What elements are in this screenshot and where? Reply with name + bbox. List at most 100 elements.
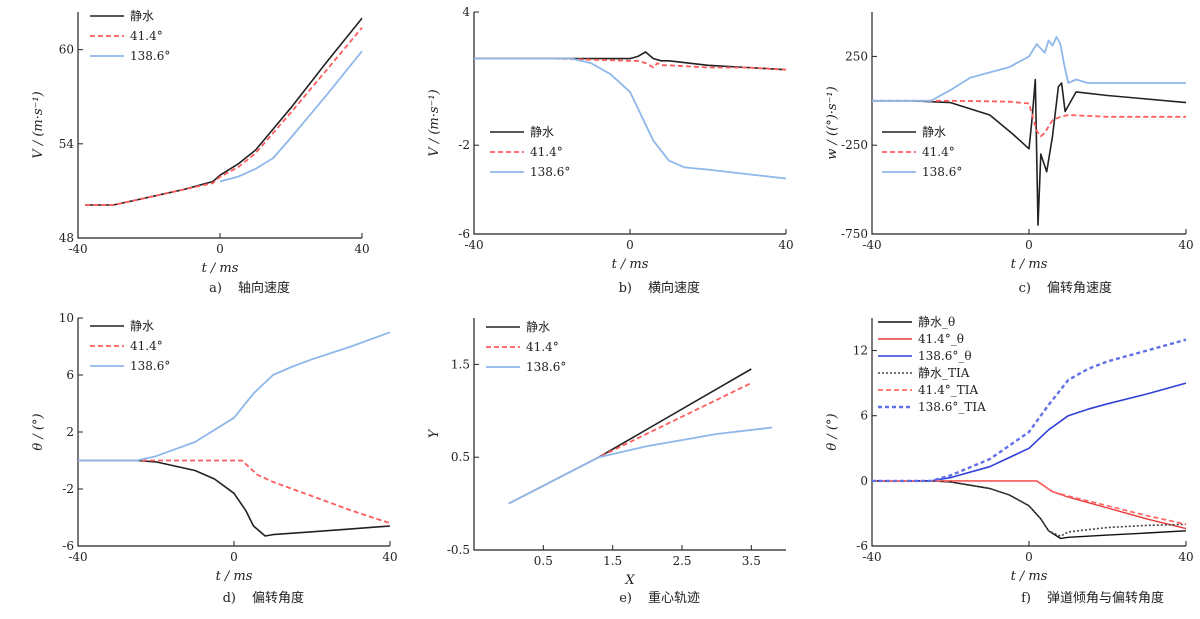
x-tick-label: 40	[382, 550, 397, 564]
x-tick-label: 0	[216, 242, 224, 256]
legend-label: 静水	[530, 125, 554, 139]
caption-text: 弹道倾角与偏转角度	[1047, 590, 1164, 606]
x-tick-label: -40	[862, 238, 881, 252]
caption-label: b)	[619, 281, 632, 296]
series-line-1	[85, 27, 363, 206]
y-axis-label: w / ((°)·s⁻¹)	[825, 86, 840, 159]
y-tick-label: -6	[856, 539, 868, 553]
axis-lines	[77, 318, 390, 547]
y-tick-label: 250	[845, 49, 868, 63]
y-tick-label: 0.5	[451, 450, 470, 464]
legend-label: 41.4°	[130, 29, 163, 43]
x-tick-label: -40	[68, 242, 87, 256]
series-line-0	[474, 51, 787, 71]
y-axis-label: Y	[427, 428, 442, 438]
x-tick-label: 0.5	[534, 554, 553, 568]
series-line-0	[78, 459, 391, 537]
chart-b: -40 0 40 -6 -2 4 t / ms V / (m·s⁻¹) 静水 41.4° 138.6…	[427, 5, 794, 296]
x-tick-label: 40	[1178, 238, 1193, 252]
series-line-2	[872, 36, 1186, 102]
y-tick-label: 6	[860, 409, 868, 423]
legend-label: 138.6°	[922, 165, 962, 179]
y-tick-label: 12	[853, 344, 868, 358]
series-line-2	[872, 382, 1187, 482]
chart-c: -40 0 40 -750 -250 250 t / ms w / ((°)·s⁻¹) 静水 41…	[825, 12, 1194, 296]
series-line-2	[78, 331, 391, 462]
axis-lines	[871, 12, 1186, 235]
x-tick-label: 0	[1025, 238, 1033, 252]
y-tick-label: -6	[458, 227, 470, 241]
y-tick-label: 54	[59, 137, 75, 151]
legend-label: 41.4°_θ	[918, 332, 964, 346]
caption-text: 偏转角速度	[1047, 280, 1112, 296]
axis-lines	[473, 318, 786, 551]
legend-label: 138.6°_θ	[918, 349, 972, 363]
series-line-1	[474, 57, 787, 71]
series-line-0	[872, 480, 1187, 540]
y-tick-label: -6	[62, 539, 74, 553]
y-tick-label: 10	[59, 311, 74, 325]
series-line-1	[78, 459, 391, 525]
x-axis-label: t / ms	[202, 261, 239, 276]
legend-label: 138.6°	[530, 165, 570, 179]
series-line-0	[872, 78, 1187, 226]
x-tick-label: 40	[778, 238, 793, 252]
chart-d: -40 0 40 -6 -2 2 6 10 t / ms θ / (°) 静水 41.4° 138.6°…	[31, 311, 398, 606]
legend-label: 41.4°	[530, 145, 563, 159]
legend-label: 静水	[922, 125, 946, 139]
caption-label: c)	[1019, 281, 1031, 296]
caption-text: 偏转角度	[252, 590, 304, 606]
y-tick-label: 6	[66, 368, 74, 382]
legend-label: 41.4°	[130, 339, 163, 353]
y-tick-label: -750	[841, 227, 868, 241]
y-tick-label: -250	[841, 138, 868, 152]
legend-label: 41.4°	[922, 145, 955, 159]
series-line-1	[872, 480, 1187, 530]
x-tick-label: 2.5	[672, 554, 691, 568]
series-line-1	[872, 99, 1186, 138]
x-tick-label: 40	[1178, 550, 1193, 564]
y-tick-label: -2	[62, 482, 74, 496]
chart-f: -40 0 40 -6 0 6 12 t / ms θ / (°) 静水_θ 41.4°_θ 138.…	[825, 315, 1194, 606]
legend-label: 静水	[526, 320, 550, 334]
y-tick-label: 2	[66, 425, 74, 439]
legend-label: 138.6°	[526, 360, 566, 374]
x-tick-label: 40	[354, 242, 369, 256]
legend-label: 静水	[130, 319, 154, 333]
legend-label: 静水_θ	[918, 315, 955, 329]
legend-label: 静水	[130, 9, 154, 23]
x-axis-label: t / ms	[612, 257, 649, 272]
y-axis-label: θ / (°)	[31, 413, 46, 450]
x-tick-label: 1.5	[603, 554, 622, 568]
legend-label: 静水_TIA	[918, 366, 970, 380]
x-axis-label: t / ms	[1011, 257, 1048, 272]
y-tick-label: -0.5	[447, 543, 470, 557]
axis-lines	[473, 12, 786, 235]
caption-label: e)	[619, 591, 632, 606]
caption-label: f)	[1021, 591, 1031, 606]
x-tick-label: 0	[626, 238, 634, 252]
y-axis-label: V / (m·s⁻¹)	[31, 91, 46, 158]
y-tick-label: 0	[860, 474, 868, 488]
x-axis-label: t / ms	[216, 569, 253, 584]
legend-label: 138.6°	[130, 359, 170, 373]
y-tick-label: -2	[458, 138, 470, 152]
x-tick-label: -40	[862, 550, 881, 564]
series-line-0	[508, 368, 752, 505]
x-tick-label: -40	[68, 550, 87, 564]
x-axis-label: X	[624, 573, 635, 588]
y-axis-label: V / (m·s⁻¹)	[427, 89, 442, 156]
caption-text: 重心轨迹	[648, 590, 700, 606]
legend-label: 138.6°_TIA	[918, 400, 986, 414]
series-line-4	[872, 479, 1187, 526]
x-tick-label: 0	[230, 550, 238, 564]
x-tick-label: -40	[464, 238, 483, 252]
caption-text: 横向速度	[648, 280, 700, 296]
caption-text: 轴向速度	[238, 280, 290, 296]
x-axis-label: t / ms	[1011, 569, 1048, 584]
legend-label: 138.6°	[130, 49, 170, 63]
x-tick-label: 0	[1025, 550, 1033, 564]
series-line-5	[872, 338, 1187, 483]
